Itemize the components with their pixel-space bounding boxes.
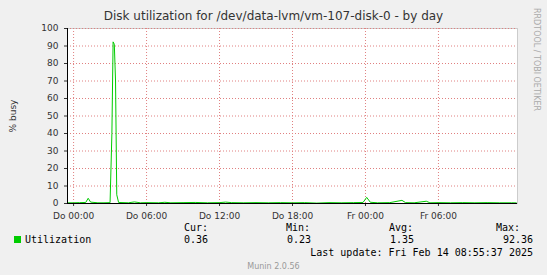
- html-text:Cur:: Cur:: [183, 222, 208, 233]
- html-text:0.23: 0.23: [286, 234, 311, 245]
- html-text:RRDTOOL / TOBI OETIKER: RRDTOOL / TOBI OETIKER: [532, 8, 541, 111]
- html-text:92.36: 92.36: [502, 234, 533, 245]
- svg-text:Do 06:00: Do 06:00: [126, 211, 168, 220]
- svg-text:Do 18:00: Do 18:00: [272, 211, 314, 220]
- svg-text:70: 70: [47, 76, 59, 86]
- html-text:Avg:: Avg:: [388, 222, 413, 233]
- html-text:Munin 2.0.56: Munin 2.0.56: [247, 262, 300, 271]
- svg-text:40: 40: [47, 128, 59, 138]
- html-text:Disk utilization for /dev/data: Disk utilization for /dev/data-lvm/vm-10…: [103, 9, 444, 23]
- svg-text:10: 10: [47, 181, 59, 191]
- svg-text:Do 12:00: Do 12:00: [199, 211, 241, 220]
- svg-text:60: 60: [47, 93, 59, 103]
- html-text:Max:: Max:: [495, 222, 520, 233]
- svg-text:80: 80: [47, 58, 59, 68]
- svg-text:Fr 06:00: Fr 06:00: [420, 211, 457, 220]
- svg-text:100: 100: [41, 23, 58, 33]
- svg-text:Do 00:00: Do 00:00: [53, 211, 95, 220]
- html-text:0.36: 0.36: [183, 234, 208, 245]
- html-text:1.35: 1.35: [389, 234, 414, 245]
- svg-text:0: 0: [53, 198, 59, 208]
- svg-text:20: 20: [47, 163, 59, 173]
- html-text:Min:: Min:: [285, 222, 310, 233]
- svg-text:Fr 00:00: Fr 00:00: [347, 211, 384, 220]
- svg-text:90: 90: [47, 41, 59, 51]
- html-text:Utilization: Utilization: [25, 234, 92, 245]
- html-text:Last update: Fri Feb 14 08:55:: Last update: Fri Feb 14 08:55:37 2025: [310, 247, 533, 258]
- svg-text:30: 30: [47, 146, 59, 156]
- svg-text:% busy: % busy: [8, 99, 18, 133]
- svg-text:50: 50: [47, 111, 59, 121]
